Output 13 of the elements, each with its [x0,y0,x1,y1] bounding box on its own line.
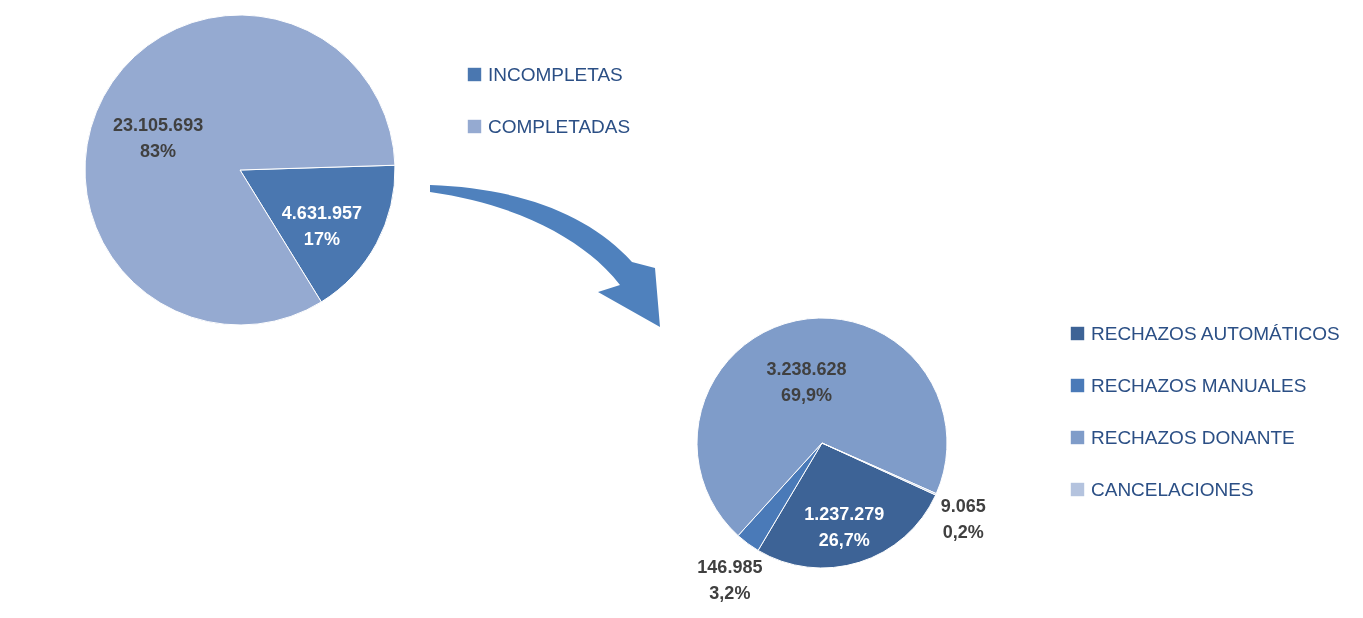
legend-label: CANCELACIONES [1091,478,1254,500]
legend-label: RECHAZOS AUTOMÁTICOS [1091,322,1340,344]
legend-label: RECHAZOS MANUALES [1091,374,1307,396]
data-label: 146.985 3,2% [697,556,763,603]
legend-label: INCOMPLETAS [488,63,623,85]
pie-slice [84,14,396,326]
legend-label: RECHAZOS DONANTE [1091,426,1295,448]
data-label: 3.238.628 69,9% [766,358,847,405]
legend-label: COMPLETADAS [488,115,631,137]
data-label: 9.065 0,2% [940,495,986,542]
data-label: 23.105.693 83% [113,114,204,161]
data-label: 1.237.279 26,7% [804,503,885,550]
data-label: 4.631.957 17% [281,203,362,250]
